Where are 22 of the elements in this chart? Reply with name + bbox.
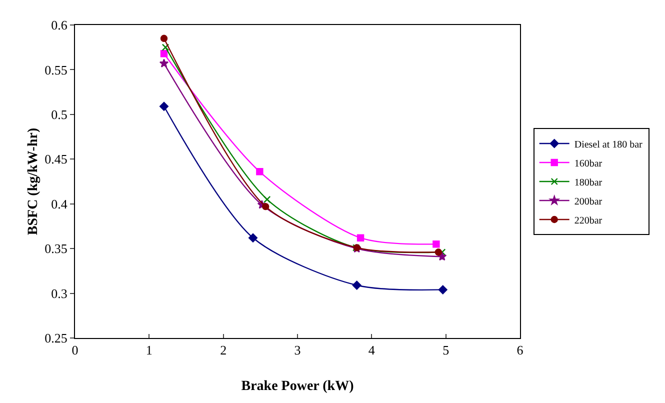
x-tick-label: 0: [72, 342, 78, 358]
legend-label: 200bar: [574, 196, 603, 208]
x-tick-label: 1: [146, 342, 152, 358]
legend-label: 180bar: [574, 177, 603, 188]
y-tick-label: 0.25: [44, 330, 68, 346]
legend-label: 160bar: [574, 158, 603, 170]
y-tick-label: 0.6: [51, 18, 68, 33]
y-tick-label: 0.35: [44, 241, 68, 256]
x-tick-label: 5: [442, 342, 450, 358]
x-tick-label: 6: [516, 342, 524, 358]
y-tick-label: 0.4: [51, 196, 68, 212]
y-tick-label: 0.3: [51, 286, 68, 301]
x-axis-title: Brake Power (kW): [241, 379, 354, 394]
x-tick-label: 4: [368, 342, 376, 358]
legend-label: Diesel at 180 bar: [574, 139, 644, 150]
y-tick-label: 0.5: [51, 106, 68, 122]
legend-label: 220bar: [574, 215, 603, 226]
y-axis-title: BSFC (kg/kW-hr): [26, 128, 41, 236]
x-tick-label: 3: [294, 342, 301, 358]
x-tick-label: 2: [220, 342, 227, 358]
y-tick-label: 0.55: [44, 62, 68, 78]
y-tick-label: 0.45: [44, 152, 68, 167]
